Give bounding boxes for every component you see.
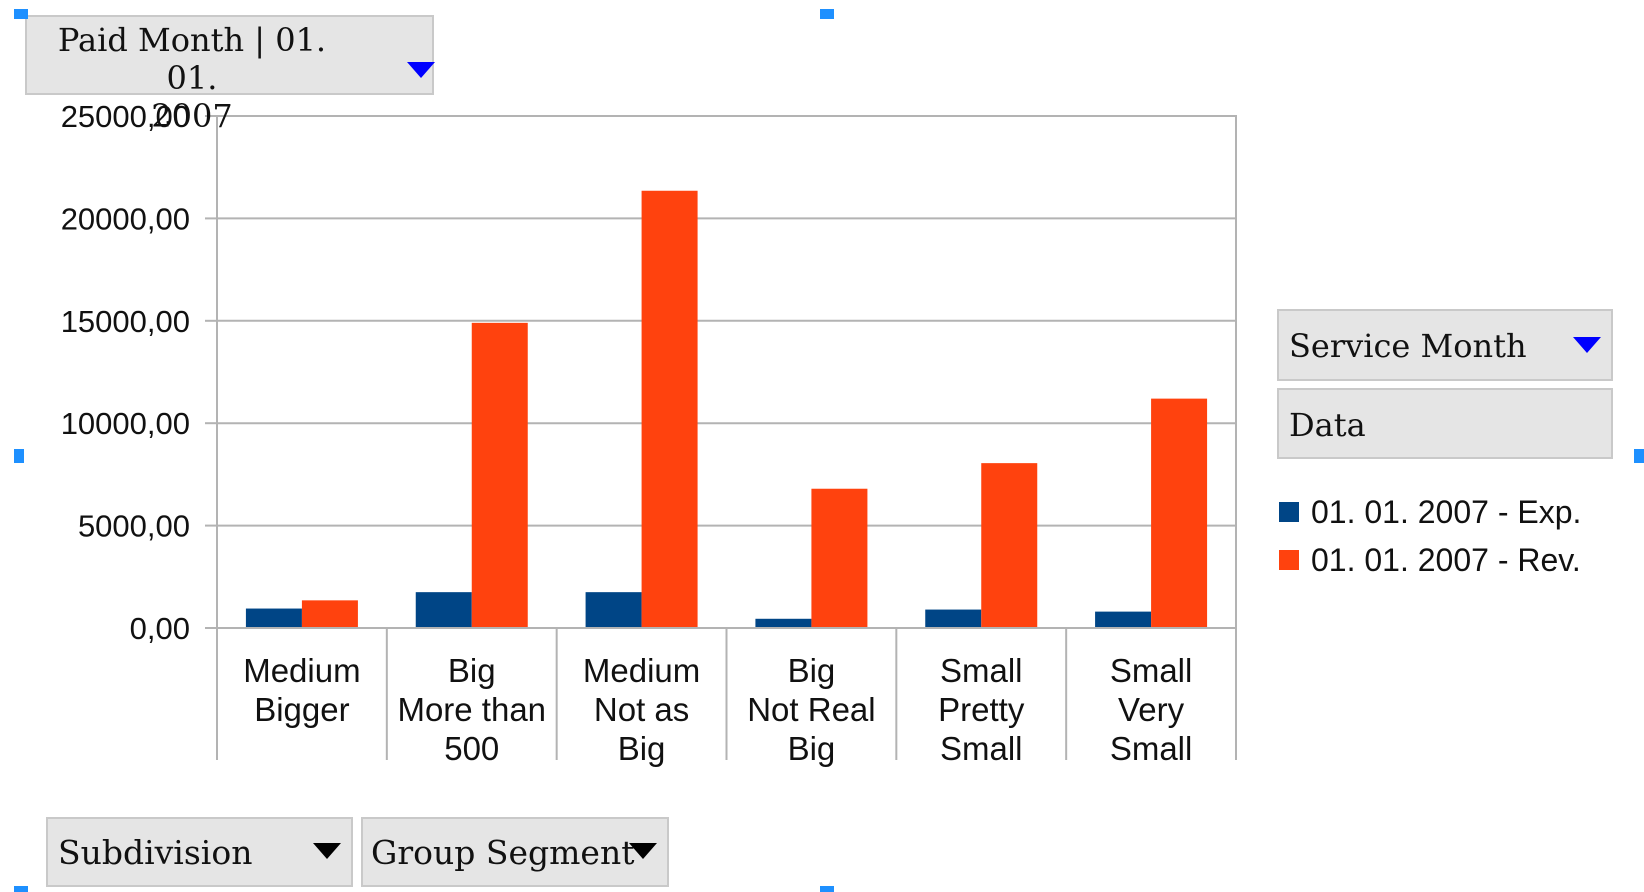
subdivision-filter-label: Subdivision — [58, 833, 253, 872]
bar-rev — [1151, 398, 1208, 628]
chart-legend: 01. 01. 2007 - Exp. 01. 01. 2007 - Rev. — [1279, 488, 1581, 584]
legend-item: 01. 01. 2007 - Exp. — [1279, 488, 1581, 536]
legend-item: 01. 01. 2007 - Rev. — [1279, 536, 1581, 584]
x-category-label: Big — [788, 730, 836, 767]
legend-swatch — [1279, 502, 1299, 522]
x-category-label: Not as — [594, 691, 689, 728]
y-tick-label: 10000,00 — [61, 406, 190, 441]
service-month-filter-button[interactable]: Service Month — [1277, 309, 1613, 381]
bar-rev — [811, 488, 868, 628]
bar-exp — [245, 608, 302, 628]
x-category-label: Small — [940, 652, 1023, 689]
gridlines — [217, 115, 1236, 629]
bar-rev — [301, 600, 358, 628]
y-tick-label: 5000,00 — [78, 509, 190, 544]
chevron-down-icon — [1573, 337, 1601, 353]
paid-month-filter-label-line2: 2007 — [151, 97, 233, 135]
x-category-label: Small — [940, 730, 1023, 767]
bars — [245, 190, 1208, 628]
y-tick-label: 0,00 — [130, 611, 190, 646]
x-category-label: Bigger — [254, 691, 349, 728]
x-category-label: Medium — [583, 652, 700, 689]
data-field-label: Data — [1289, 406, 1366, 444]
bar-exp — [1095, 611, 1152, 628]
chevron-down-icon — [407, 62, 435, 78]
x-category-label: Small — [1110, 652, 1193, 689]
x-category-label: Big — [618, 730, 666, 767]
group-segment-filter-button[interactable]: Group Segment — [361, 817, 669, 887]
selection-handle-bottom-left[interactable] — [14, 886, 28, 892]
x-category-label: Not Real — [747, 691, 875, 728]
x-category-label: 500 — [444, 730, 499, 767]
plot-area-border — [216, 115, 1237, 629]
x-category-label: Medium — [243, 652, 360, 689]
y-axis-tick-labels: 0,00 5000,00 10000,00 15000,00 20000,00 25000… — [61, 99, 190, 646]
legend-swatch — [1279, 550, 1299, 570]
group-segment-filter-label: Group Segment — [371, 833, 635, 872]
chevron-down-icon — [629, 843, 657, 859]
bar-rev — [981, 463, 1038, 628]
y-tick-label: 25000,00 — [61, 99, 190, 134]
bar-rev — [641, 190, 698, 628]
x-category-label: Big — [448, 652, 496, 689]
paid-month-filter-label: Paid Month | 01. 01. 2007 — [37, 21, 347, 135]
paid-month-filter-button[interactable]: Paid Month | 01. 01. 2007 — [25, 15, 435, 135]
x-category-label: More than — [397, 691, 546, 728]
selection-handle-top-left[interactable] — [14, 9, 28, 19]
selection-handle-bottom-center[interactable] — [820, 886, 834, 892]
x-category-label: Small — [1110, 730, 1193, 767]
paid-month-filter-label-line1: Paid Month | 01. 01. — [57, 21, 327, 97]
subdivision-filter-button[interactable]: Subdivision — [46, 817, 353, 887]
x-category-label: Pretty — [938, 691, 1025, 728]
y-tick-label: 20000,00 — [61, 201, 190, 236]
bar-rev — [471, 322, 528, 628]
axes — [205, 115, 1237, 760]
bar-exp — [585, 592, 642, 628]
selection-handle-top-center[interactable] — [820, 9, 834, 19]
x-category-label: Big — [788, 652, 836, 689]
selection-handle-middle-left[interactable] — [14, 449, 24, 463]
service-month-filter-label: Service Month — [1289, 327, 1527, 365]
selection-handle-middle-right[interactable] — [1634, 449, 1644, 463]
bar-exp — [925, 609, 982, 628]
data-field-button: Data — [1277, 388, 1613, 459]
chevron-down-icon — [313, 843, 341, 859]
y-tick-label: 15000,00 — [61, 304, 190, 339]
x-category-label: Very — [1118, 691, 1185, 728]
bar-exp — [415, 592, 472, 628]
bar-exp — [755, 618, 812, 628]
legend-label: 01. 01. 2007 - Exp. — [1311, 493, 1582, 530]
legend-label: 01. 01. 2007 - Rev. — [1311, 541, 1581, 578]
